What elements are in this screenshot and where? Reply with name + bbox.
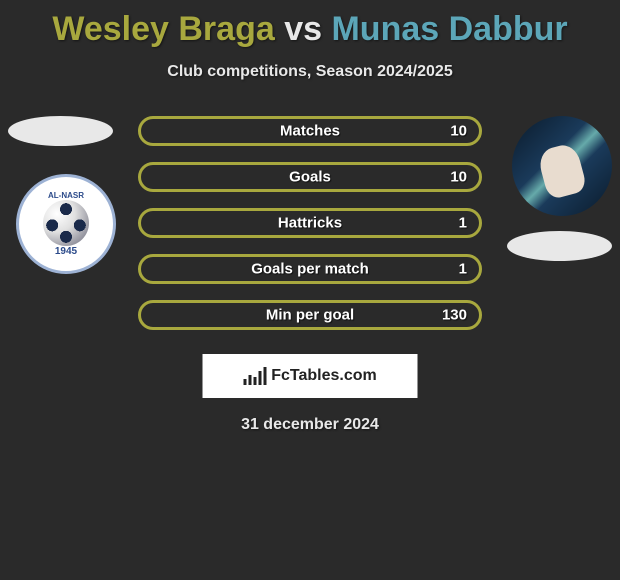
chart-icon [243, 367, 267, 385]
source-text: FcTables.com [271, 367, 377, 385]
badge-year: 1945 [55, 246, 77, 257]
stat-value: 130 [442, 307, 467, 324]
stat-bar: Goals10 [138, 162, 482, 192]
vs-separator: vs [275, 10, 332, 48]
stat-bar: Goals per match1 [138, 254, 482, 284]
stat-bars-container: Matches10Goals10Hattricks1Goals per matc… [138, 116, 482, 346]
comparison-title: Wesley Braga vs Munas Dabbur [0, 0, 620, 49]
stat-value: 1 [459, 215, 467, 232]
stat-value: 10 [450, 123, 467, 140]
player1-club-badge: AL-NASR 1945 [16, 174, 116, 274]
badge-ball-icon [43, 200, 89, 246]
stat-value: 1 [459, 261, 467, 278]
subtitle: Club competitions, Season 2024/2025 [0, 63, 620, 81]
stat-bar: Matches10 [138, 116, 482, 146]
player1-oval [8, 116, 113, 146]
stat-bar: Hattricks1 [138, 208, 482, 238]
player2-oval [507, 231, 612, 261]
player2-name: Munas Dabbur [331, 10, 567, 48]
player1-name: Wesley Braga [52, 10, 274, 48]
stat-label: Goals per match [141, 261, 479, 278]
stat-bar: Min per goal130 [138, 300, 482, 330]
badge-top-text: AL-NASR [48, 191, 84, 200]
player2-photo [512, 116, 612, 216]
stat-value: 10 [450, 169, 467, 186]
stat-label: Goals [141, 169, 479, 186]
date-text: 31 december 2024 [0, 416, 620, 434]
stat-label: Hattricks [141, 215, 479, 232]
stat-label: Matches [141, 123, 479, 140]
stat-label: Min per goal [141, 307, 479, 324]
source-box: FcTables.com [203, 354, 418, 398]
